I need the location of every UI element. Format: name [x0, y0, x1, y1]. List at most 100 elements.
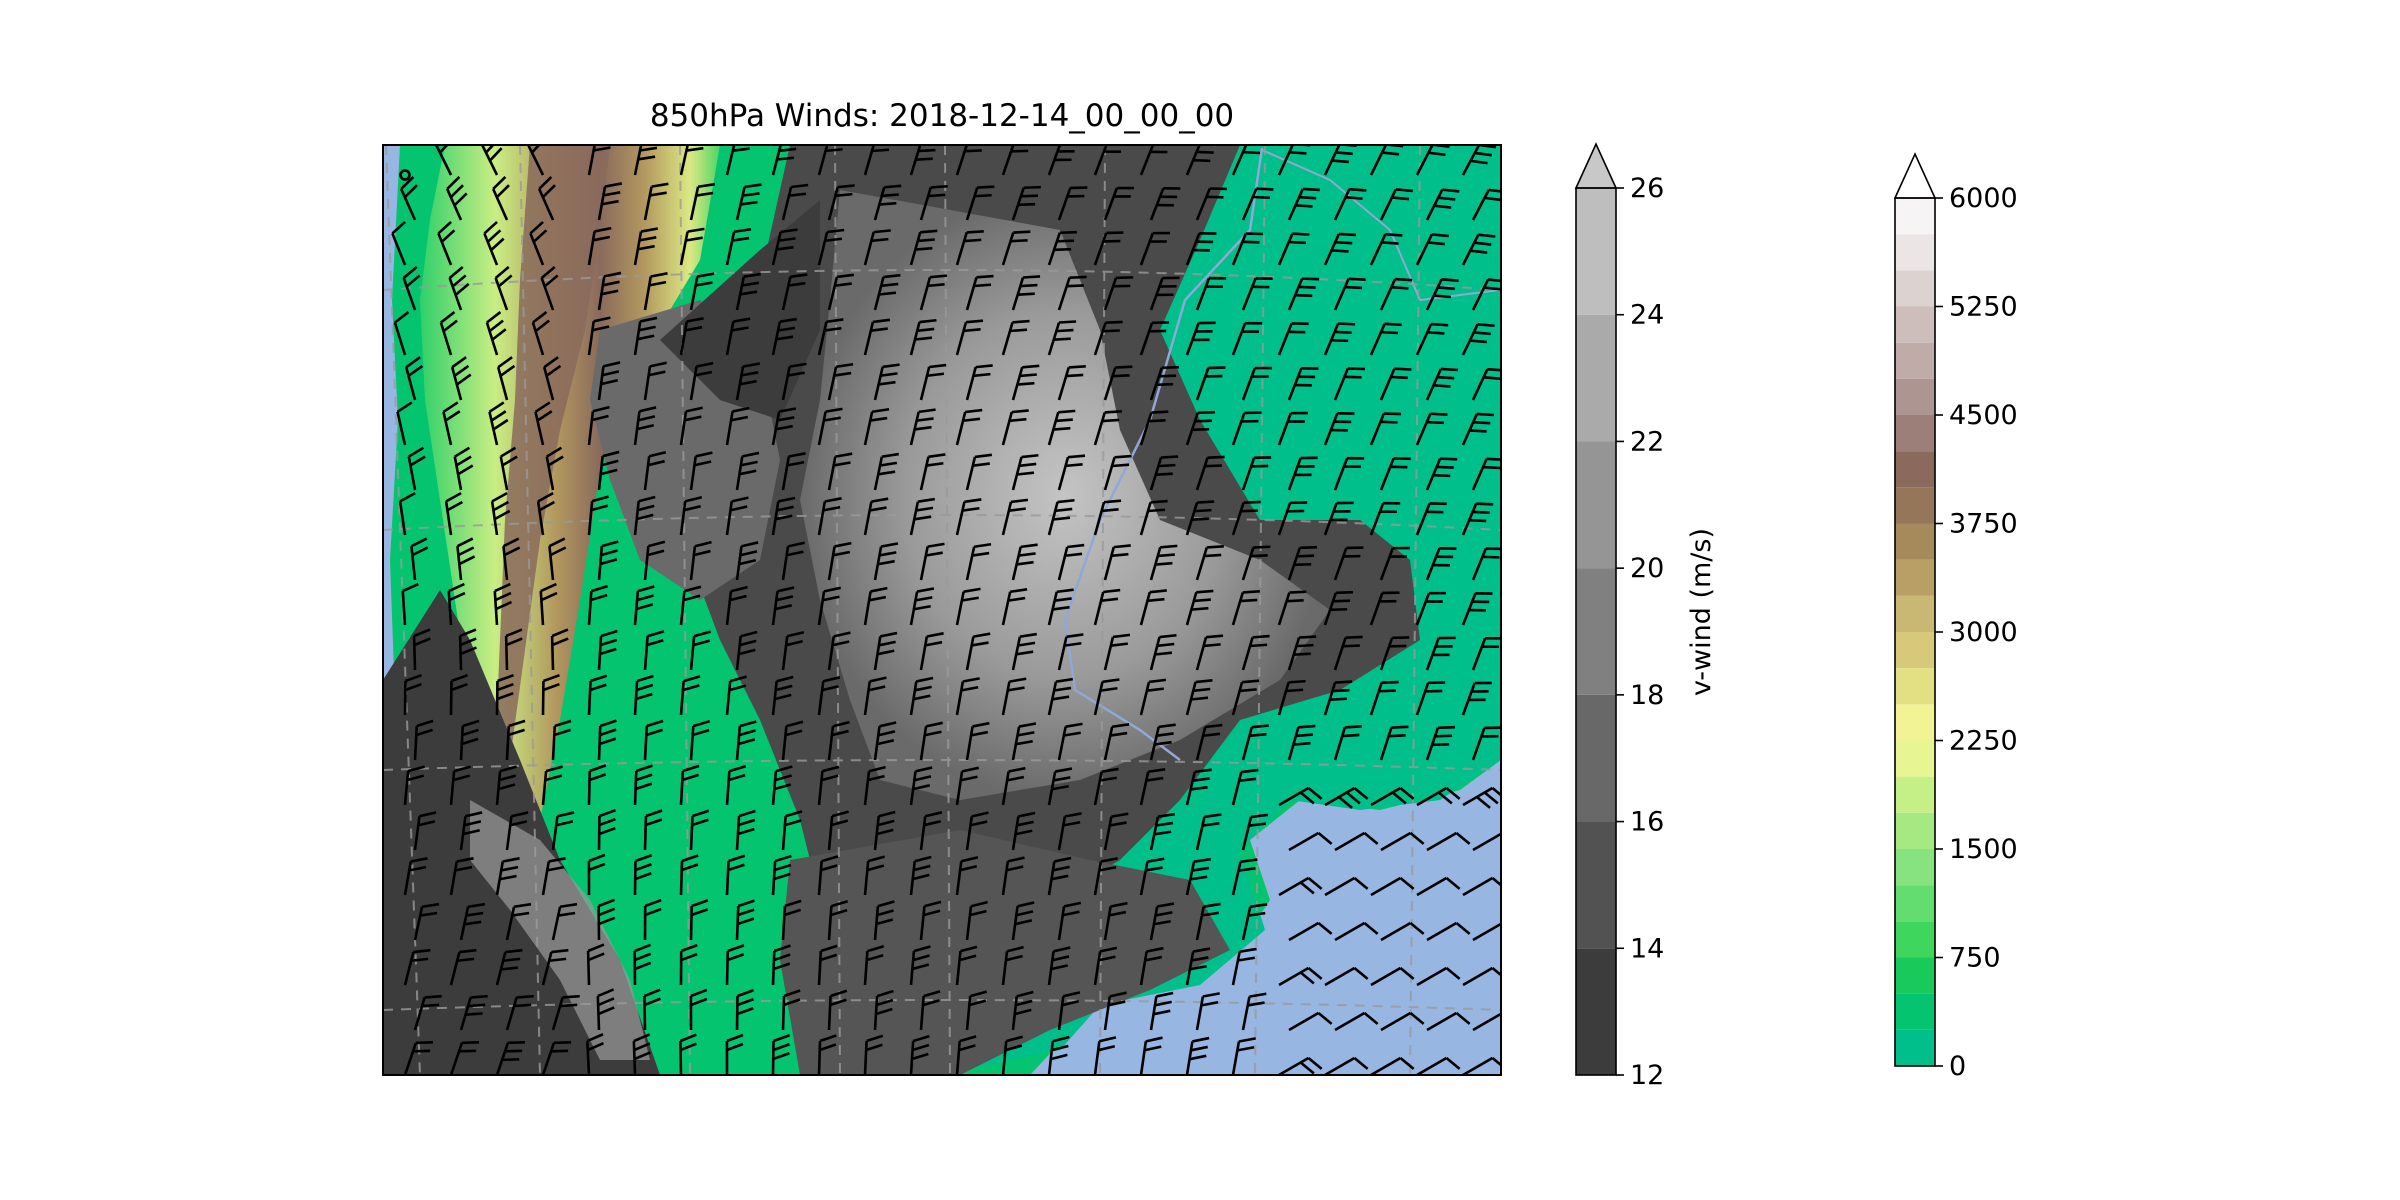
gridlines	[383, 145, 1501, 1075]
wind-barb	[633, 585, 655, 626]
wind-barb	[919, 900, 942, 941]
gridline-lon-7	[1254, 145, 1266, 1075]
wind-barb	[771, 765, 793, 806]
wind-barb	[459, 902, 486, 941]
wind-barb	[1277, 679, 1306, 716]
wind-barb	[403, 673, 422, 716]
colorbar-2-band	[1895, 523, 1935, 560]
east-lowland	[830, 145, 1501, 1075]
wind-barb	[529, 220, 548, 266]
wind-barb	[1379, 725, 1409, 761]
wind-barb	[633, 495, 656, 536]
wind-barb	[403, 857, 428, 896]
wind-barb	[679, 145, 704, 176]
colorbar-1-band	[1576, 314, 1616, 442]
wind-barb	[1185, 145, 1218, 176]
wind-barb	[817, 318, 844, 356]
wind-barb	[534, 401, 553, 446]
wind-barb	[1471, 367, 1501, 401]
wind-barb	[1471, 636, 1501, 671]
wind-barb	[1149, 902, 1175, 941]
wind-barb	[1011, 722, 1037, 761]
wind-barb	[643, 898, 662, 941]
wind-barb	[633, 853, 652, 896]
wind-barb	[1462, 1056, 1501, 1075]
wind-barb	[679, 496, 703, 536]
wind-barb	[456, 537, 476, 581]
wind-barb	[735, 451, 760, 491]
colorbar-1-band	[1576, 694, 1616, 822]
wind-barb	[597, 808, 616, 851]
wind-barb	[458, 628, 477, 671]
wind-barb	[1103, 276, 1134, 311]
wind-barb	[1011, 453, 1039, 491]
wind-barb	[398, 491, 416, 536]
wind-barb	[1416, 876, 1461, 897]
wind-barb	[502, 537, 521, 581]
wind-barb	[679, 227, 705, 266]
wind-barb	[1093, 320, 1123, 356]
wind-barb	[1047, 145, 1075, 176]
wind-barb	[483, 220, 505, 266]
wind-barb	[1462, 876, 1501, 897]
wind-barb	[1324, 1056, 1369, 1075]
wind-barb	[1324, 966, 1369, 987]
wind-barb	[1047, 588, 1074, 626]
wind-barb	[597, 450, 620, 491]
wind-barb	[725, 317, 751, 356]
wind-barb	[495, 948, 523, 986]
wind-barb	[1231, 1037, 1256, 1075]
wind-barb	[725, 406, 750, 446]
wind-barb	[965, 632, 991, 671]
wind-barb	[1103, 186, 1134, 221]
colorbar-2-band	[1895, 993, 1935, 1030]
wind-barb	[781, 899, 802, 941]
wind-barb	[1149, 187, 1181, 221]
wind-barb	[909, 766, 933, 806]
wind-barb	[771, 944, 791, 986]
wind-barb	[551, 902, 578, 941]
wind-barb	[1323, 412, 1355, 446]
wind-barb	[437, 220, 456, 266]
wind-barb	[403, 765, 425, 806]
wind-barb	[449, 1040, 480, 1075]
wind-barb	[873, 184, 902, 221]
wind-barb	[1379, 367, 1412, 401]
wind-barb	[863, 944, 885, 986]
wind-barb	[504, 628, 523, 671]
wind-barb	[689, 182, 716, 221]
wind-barb	[1369, 680, 1399, 716]
wind-barb	[1093, 767, 1119, 806]
wind-barb	[485, 311, 507, 356]
wind-barb	[499, 446, 518, 491]
wind-barb	[965, 185, 995, 221]
wind-barb	[1139, 499, 1168, 536]
wind-barb	[1379, 188, 1413, 221]
wind-barb	[873, 989, 894, 1031]
wind-barb	[1139, 410, 1169, 446]
wind-barb	[1047, 946, 1071, 986]
wind-barb	[1231, 858, 1258, 896]
wind-barb	[919, 632, 944, 671]
wind-barb	[1149, 455, 1179, 491]
wind-barb	[955, 145, 982, 176]
wind-barb	[1057, 364, 1086, 401]
wind-barb	[955, 1035, 977, 1075]
wind-barb	[459, 994, 488, 1031]
wind-barb	[827, 989, 848, 1031]
wind-barb	[965, 453, 993, 491]
wind-barb	[1001, 409, 1029, 446]
wind-barb	[587, 405, 610, 446]
wind-barb	[735, 899, 755, 941]
wind-barb	[919, 721, 944, 761]
wind-barb	[1001, 319, 1030, 356]
wind-barb	[679, 406, 703, 446]
wind-barb	[1334, 1011, 1379, 1032]
gridline-lon-2	[519, 145, 541, 1075]
wind-barb	[632, 1033, 651, 1075]
colorbar-2-band	[1895, 921, 1935, 958]
wind-barb	[541, 765, 563, 806]
wind-barb	[1001, 230, 1031, 266]
wind-barb	[1287, 367, 1319, 401]
wind-barb	[1185, 857, 1212, 896]
